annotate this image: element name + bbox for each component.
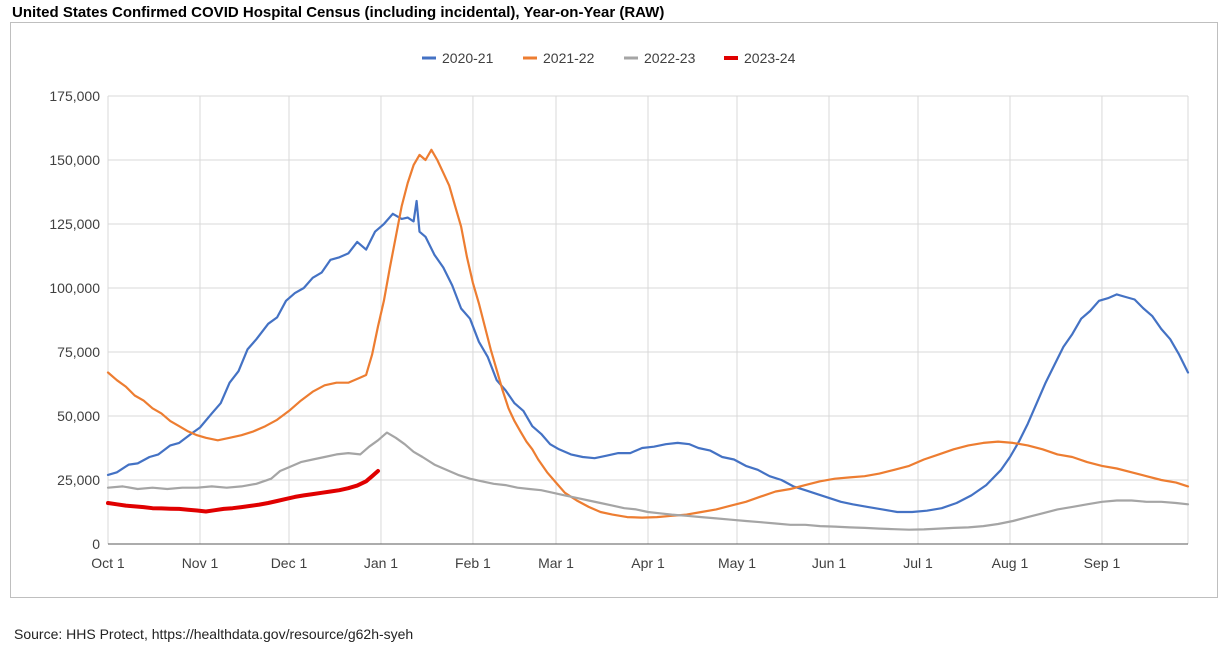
x-tick-label: Feb 1 xyxy=(455,555,491,571)
y-tick-label: 0 xyxy=(92,536,100,552)
y-tick-label: 125,000 xyxy=(49,216,100,232)
x-tick-label: Oct 1 xyxy=(91,555,125,571)
source-note: Source: HHS Protect, https://healthdata.… xyxy=(14,626,414,642)
x-tick-label: Sep 1 xyxy=(1084,555,1121,571)
x-tick-label: Nov 1 xyxy=(182,555,219,571)
line-chart: 0 25,000 50,000 75,000 100,000 125,000 150,000… xyxy=(49,50,1190,571)
gridlines xyxy=(107,95,1189,545)
y-tick-label: 75,000 xyxy=(57,344,100,360)
x-tick-label: Jul 1 xyxy=(903,555,933,571)
series-lines xyxy=(106,148,1190,531)
series-line-2021-22 xyxy=(106,148,1190,519)
x-tick-label: Apr 1 xyxy=(631,555,665,571)
y-tick-label: 150,000 xyxy=(49,152,100,168)
legend-label: 2022-23 xyxy=(644,50,696,66)
x-tick-label: Dec 1 xyxy=(271,555,308,571)
y-tick-label: 50,000 xyxy=(57,408,100,424)
x-tick-label: Mar 1 xyxy=(538,555,574,571)
x-tick-label: Jan 1 xyxy=(364,555,398,571)
chart-frame xyxy=(10,22,1218,598)
legend: 2020-21 2021-22 2022-23 2023-24 xyxy=(422,50,796,66)
chart-title: United States Confirmed COVID Hospital C… xyxy=(12,4,665,21)
x-tick-label: May 1 xyxy=(718,555,756,571)
x-tick-label: Jun 1 xyxy=(812,555,846,571)
series-line-2020-21 xyxy=(106,199,1190,514)
x-tick-label: Aug 1 xyxy=(992,555,1029,571)
legend-label: 2023-24 xyxy=(744,50,796,66)
y-tick-label: 25,000 xyxy=(57,472,100,488)
y-tick-label: 175,000 xyxy=(49,88,100,104)
axes: 0 25,000 50,000 75,000 100,000 125,000 150,000… xyxy=(49,88,1188,571)
y-tick-label: 100,000 xyxy=(49,280,100,296)
series-line-2022-23 xyxy=(106,431,1190,531)
legend-label: 2020-21 xyxy=(442,50,494,66)
legend-label: 2021-22 xyxy=(543,50,595,66)
series-line-2023-24 xyxy=(106,469,380,514)
